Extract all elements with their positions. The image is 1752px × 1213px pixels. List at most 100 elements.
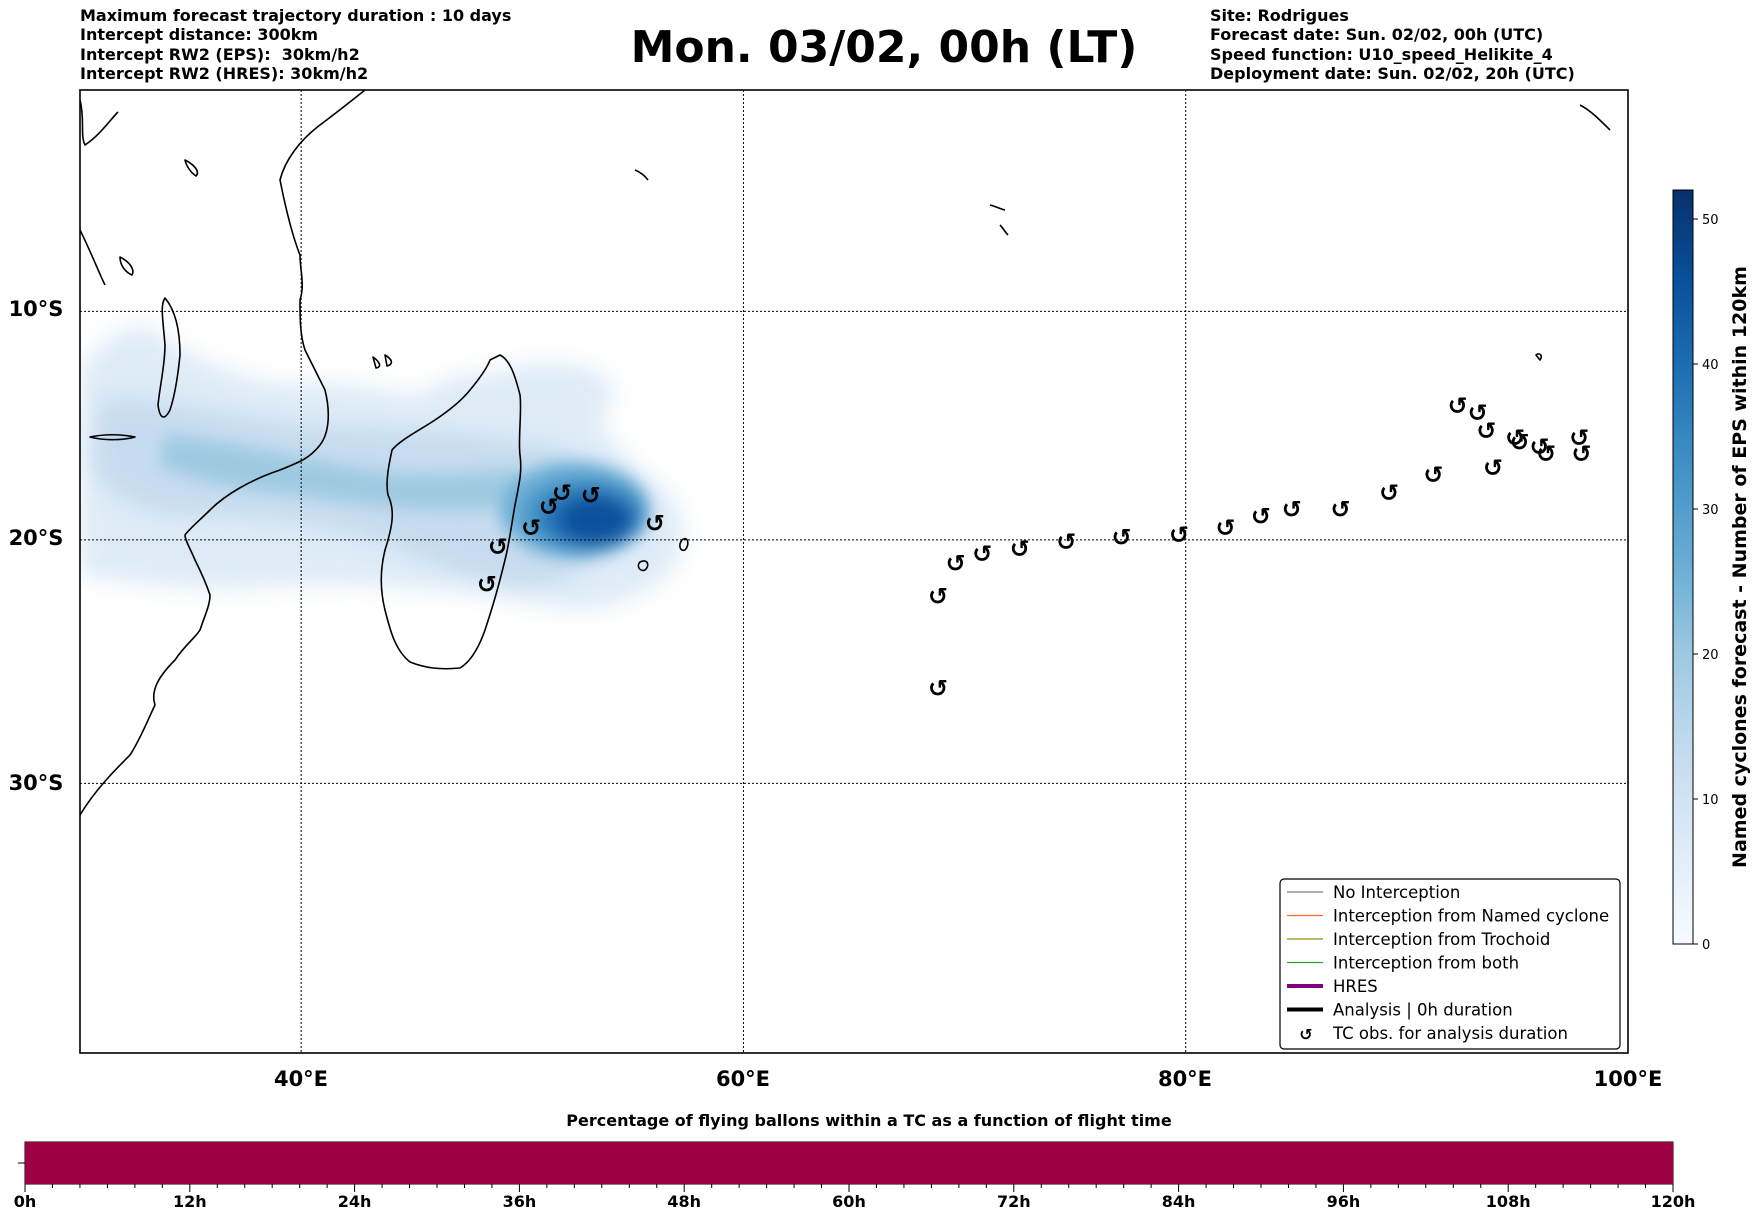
- density-core-west: [160, 435, 528, 511]
- timeline-tick-label: 84h: [1162, 1192, 1196, 1211]
- tc-obs-symbol: ↺: [1448, 392, 1468, 420]
- reunion-island: [637, 560, 649, 572]
- timeline-tick-label: 0h: [14, 1192, 37, 1211]
- legend-label: Analysis | 0h duration: [1333, 1001, 1513, 1020]
- tc-obs-symbol: ↺: [1572, 440, 1592, 468]
- speed-function-text: Speed function: U10_speed_Helikite_4: [1210, 44, 1553, 64]
- flight-time-bar: Percentage of flying ballons within a TC…: [14, 1111, 1696, 1211]
- timeline-tick-label: 72h: [997, 1192, 1031, 1211]
- tc-obs-symbol: ↺: [946, 549, 966, 577]
- intercept-distance-text: Intercept distance: 300km: [80, 25, 319, 45]
- legend-label: Interception from both: [1333, 954, 1519, 973]
- tc-obs-symbol: ↺: [1536, 440, 1556, 468]
- tc-obs-symbol: ↺: [581, 482, 601, 510]
- tc-obs-symbol: ↺: [972, 540, 992, 568]
- tc-obs-symbol: ↺: [488, 533, 508, 561]
- tc-obs-symbol: ↺: [1112, 524, 1132, 552]
- legend-label: HRES: [1333, 977, 1378, 996]
- legend-label: Interception from Trochoid: [1333, 930, 1550, 949]
- africa-east-coast: [80, 90, 366, 816]
- tc-obs-symbol: ↺: [1010, 535, 1030, 563]
- timeline-tick-label: 60h: [832, 1192, 866, 1211]
- lake-malawi: [157, 297, 181, 418]
- lat-label-30s: 30°S: [9, 771, 64, 795]
- madagascar-coast: [380, 354, 522, 670]
- tc-obs-symbol: ↺: [1529, 433, 1549, 461]
- tc-obs-symbol: ↺: [1330, 495, 1350, 523]
- colorbar: 0 10 20 30 40 50 Named cyclones forecast - Nu…: [1672, 189, 1751, 953]
- site-parameters: Site: Rodrigues Forecast date: Sun. 02/0…: [1210, 6, 1575, 84]
- colorbar-tick-label: 50: [1702, 213, 1719, 228]
- timeline-tick-label: 120h: [1651, 1192, 1696, 1211]
- map-frame: [79, 89, 1629, 1054]
- tc-obs-symbol: ↺: [928, 674, 948, 702]
- graticule: [80, 90, 1628, 1053]
- lon-label-40e: 40°E: [274, 1067, 328, 1091]
- tc-obs-symbol: ↺: [1476, 417, 1496, 445]
- longitude-labels: 40°E 60°E 80°E 100°E: [274, 1067, 1662, 1091]
- legend-label: No Interception: [1333, 883, 1460, 902]
- tc-obs-symbol: ↺: [1468, 399, 1488, 427]
- timeline-tick-label: 108h: [1486, 1192, 1531, 1211]
- legend-label: TC obs. for analysis duration: [1332, 1024, 1568, 1043]
- density-high: [160, 435, 650, 558]
- tc-obs-symbol: ↺: [1483, 454, 1503, 482]
- tc-obs-symbol: ↺: [1569, 424, 1589, 452]
- tc-obs-symbol: ↺: [539, 493, 559, 521]
- max-duration-text: Maximum forecast trajectory duration : 1…: [80, 6, 512, 25]
- legend-box: [1279, 878, 1621, 1050]
- africa-north-fragments: [80, 99, 119, 286]
- colorbar-tick-label: 0: [1702, 938, 1710, 953]
- colorbar-tick-label: 20: [1702, 648, 1719, 663]
- site-text: Site: Rodrigues: [1210, 6, 1349, 25]
- timeline-tick-label: 36h: [503, 1192, 537, 1211]
- tc-observations: ↺↺↺↺↺ ↺↺↺↺↺ ↺ ↺ ↺ ↺ ↺ ↺ ↺ ↺ ↺↺↺↺ ↺↺↺↺↺ ↺↺↺↺: [477, 392, 1592, 702]
- colorbar-tick-label: 10: [1702, 793, 1719, 808]
- tc-obs-symbol: ↺: [1251, 502, 1271, 530]
- legend: No Interception Interception from Named c…: [1279, 878, 1621, 1050]
- colorbar-scale: [1672, 189, 1694, 945]
- comoros-islands: [372, 354, 393, 369]
- latitude-labels: 10°S 20°S 30°S: [9, 297, 64, 795]
- tc-obs-symbol: ↺: [1423, 461, 1443, 489]
- tc-obs-symbol: ↺: [645, 509, 665, 537]
- tc-obs-symbol: ↺: [1505, 424, 1525, 452]
- timeline-tick-label: 12h: [173, 1192, 207, 1211]
- tc-obs-symbol: ↺: [552, 479, 572, 507]
- intercept-rw2-hres-text: Intercept RW2 (HRES): 30km/h2: [80, 64, 369, 84]
- page-title: Mon. 03/02, 00h (LT): [0, 22, 1752, 73]
- title-text: Mon. 03/02, 00h (LT): [630, 22, 1138, 73]
- coastlines: [80, 90, 1611, 816]
- tc-obs-symbol: ↺: [1379, 479, 1399, 507]
- timeline-tick-label: 96h: [1327, 1192, 1361, 1211]
- legend-label: Interception from Named cyclone: [1333, 907, 1609, 926]
- lon-label-60e: 60°E: [716, 1067, 770, 1091]
- timeline-tick-label: 24h: [338, 1192, 372, 1211]
- intercept-rw2-eps-text: Intercept RW2 (EPS): 30km/h2: [80, 44, 360, 64]
- tc-obs-symbol: ↺: [1169, 521, 1189, 549]
- seychelles-chagos-fragments: [634, 169, 1009, 236]
- lon-label-100e: 100°E: [1594, 1067, 1663, 1091]
- mauritius-island: [679, 537, 689, 552]
- lon-label-80e: 80°E: [1158, 1067, 1212, 1091]
- deployment-date-text: Deployment date: Sun. 02/02, 20h (UTC): [1210, 64, 1575, 84]
- tc-obs-symbol: ↺: [1215, 514, 1235, 542]
- tc-obs-symbol: ↺: [521, 514, 541, 542]
- density-core-max: [560, 498, 630, 542]
- legend-symbol-tc: ↺: [1299, 1025, 1312, 1044]
- tc-obs-symbol: ↺: [477, 571, 497, 599]
- map-panel: 10°S 20°S 30°S 40°E 60°E 80°E 100°E ↺↺↺↺…: [9, 89, 1662, 1091]
- colorbar-tick-label: 30: [1702, 503, 1719, 518]
- lat-label-20s: 20°S: [9, 526, 64, 550]
- colorbar-label: Named cyclones forecast - Number of EPS …: [1729, 266, 1751, 868]
- tc-obs-symbol: ↺: [1056, 528, 1076, 556]
- sumatra-fragments: [1535, 104, 1611, 361]
- lat-label-10s: 10°S: [9, 297, 64, 321]
- tc-obs-symbol: ↺: [1282, 495, 1302, 523]
- eps-density-field: [80, 326, 684, 609]
- forecast-date-text: Forecast date: Sun. 02/02, 00h (UTC): [1210, 25, 1544, 45]
- density-blob-east: [566, 373, 614, 417]
- forecast-parameters: Maximum forecast trajectory duration : 1…: [80, 6, 511, 84]
- timeline-title: Percentage of flying ballons within a TC…: [566, 1111, 1172, 1130]
